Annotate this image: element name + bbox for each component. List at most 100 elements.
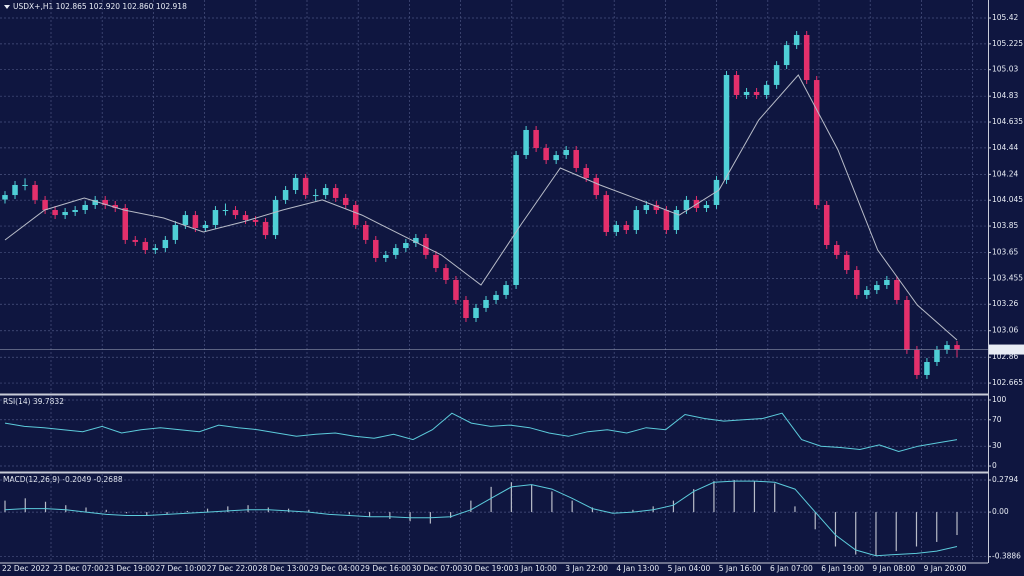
candle-body [884,279,890,286]
y-tick-label: 0.00 [992,507,1009,516]
candle-body [894,279,900,300]
candle-body [613,224,620,233]
candle-body [212,210,219,225]
candle-body [403,243,409,249]
candle-body [553,155,559,161]
candle-body [262,221,269,236]
x-tick-label: 28 Dec 13:00 [258,564,309,573]
x-tick-label: 23 Dec 07:00 [53,564,104,573]
candle-body [743,91,750,96]
x-tick-label: 27 Dec 10:00 [156,564,207,573]
x-tick-label: 23 Dec 19:00 [104,564,155,573]
candle-body [623,224,630,231]
candle-body [783,45,790,66]
candle-body [703,204,710,209]
candle-body [312,195,319,197]
candle-body [833,244,840,255]
x-tick-label: 30 Dec 07:00 [412,564,463,573]
y-tick-label: 105.225 [992,39,1023,48]
y-tick-label: 100 [992,395,1007,404]
candle-body [363,224,369,240]
candle-body [202,224,209,229]
y-tick-label: 103.65 [992,248,1018,257]
candle-body [443,268,449,280]
candle-body [122,208,129,240]
candle-body [513,155,519,286]
candle-body [713,179,720,205]
candle-body [543,148,549,161]
candle-body [763,84,770,96]
candle-body [523,129,529,156]
candle-body [733,74,740,96]
candle-body [473,307,479,319]
y-tick-label: 103.26 [992,299,1018,308]
x-tick-label: 3 Jan 10:00 [514,564,557,573]
x-tick-label: 5 Jan 16:00 [719,564,762,573]
y-tick-label: 104.44 [992,143,1018,152]
y-tick-label: 105.42 [992,13,1018,22]
candle-body [42,199,48,211]
candle-body [52,210,58,216]
candle-body [352,204,359,225]
candle-body [593,177,599,196]
candle-body [413,237,419,244]
x-tick-label: 6 Jan 19:00 [821,564,864,573]
moving-average [4,74,958,341]
y-tick-label: 103.06 [992,326,1018,335]
candle-body [32,184,38,200]
current-price-box [989,344,1024,355]
candle-body [232,210,239,216]
current-price-label: 102.918 [992,345,1023,354]
candle-body [633,210,640,231]
x-tick-label: 3 Jan 22:00 [565,564,608,573]
x-tick-label: 5 Jan 04:00 [668,564,711,573]
candle-body [813,80,820,205]
y-tick-label: -0.3886 [992,552,1021,561]
candle-body [803,34,810,81]
candle-body [643,204,650,211]
y-tick-label: 102.86 [992,352,1018,361]
x-tick-label: 30 Dec 19:00 [463,564,514,573]
candle-body [844,254,850,271]
candle-body [252,219,259,222]
candle-body [433,254,439,269]
candle-body [533,129,539,149]
menu-arrow[interactable] [4,5,10,9]
candle-body [393,248,399,255]
rsi-label: RSI(14) 39.7832 [3,397,64,406]
candle-body [653,204,660,211]
y-tick-label: 30 [992,441,1002,450]
candle-body [914,349,920,375]
y-tick-label: 70 [992,415,1002,424]
y-tick-label: 105.03 [992,65,1018,74]
y-tick-label: 0.2794 [992,475,1018,484]
x-tick-label: 4 Jan 13:00 [616,564,659,573]
candle-body [944,345,950,350]
candle-body [12,184,18,196]
y-tick-label: 104.635 [992,117,1023,126]
candle-body [864,290,870,295]
candle-body [282,190,289,200]
candle-body [924,361,930,375]
candle-body [934,349,940,362]
candle-body [92,199,98,205]
x-tick-label: 9 Jan 08:00 [872,564,915,573]
candle-body [182,215,189,225]
candle-body [663,210,670,231]
candle-body [463,299,469,319]
candle-body [383,254,389,258]
candle-body [823,204,830,245]
candle-body [292,177,299,191]
y-tick-label: 102.665 [992,378,1023,387]
candle-body [603,195,610,233]
candle-body [583,168,589,178]
y-tick-label: 0 [992,461,997,470]
candle-body [483,299,489,308]
candle-body [2,195,8,200]
candle-body [793,34,800,46]
y-tick-label: 104.83 [992,91,1018,100]
candle-body [673,210,680,231]
candle-body [683,199,690,211]
